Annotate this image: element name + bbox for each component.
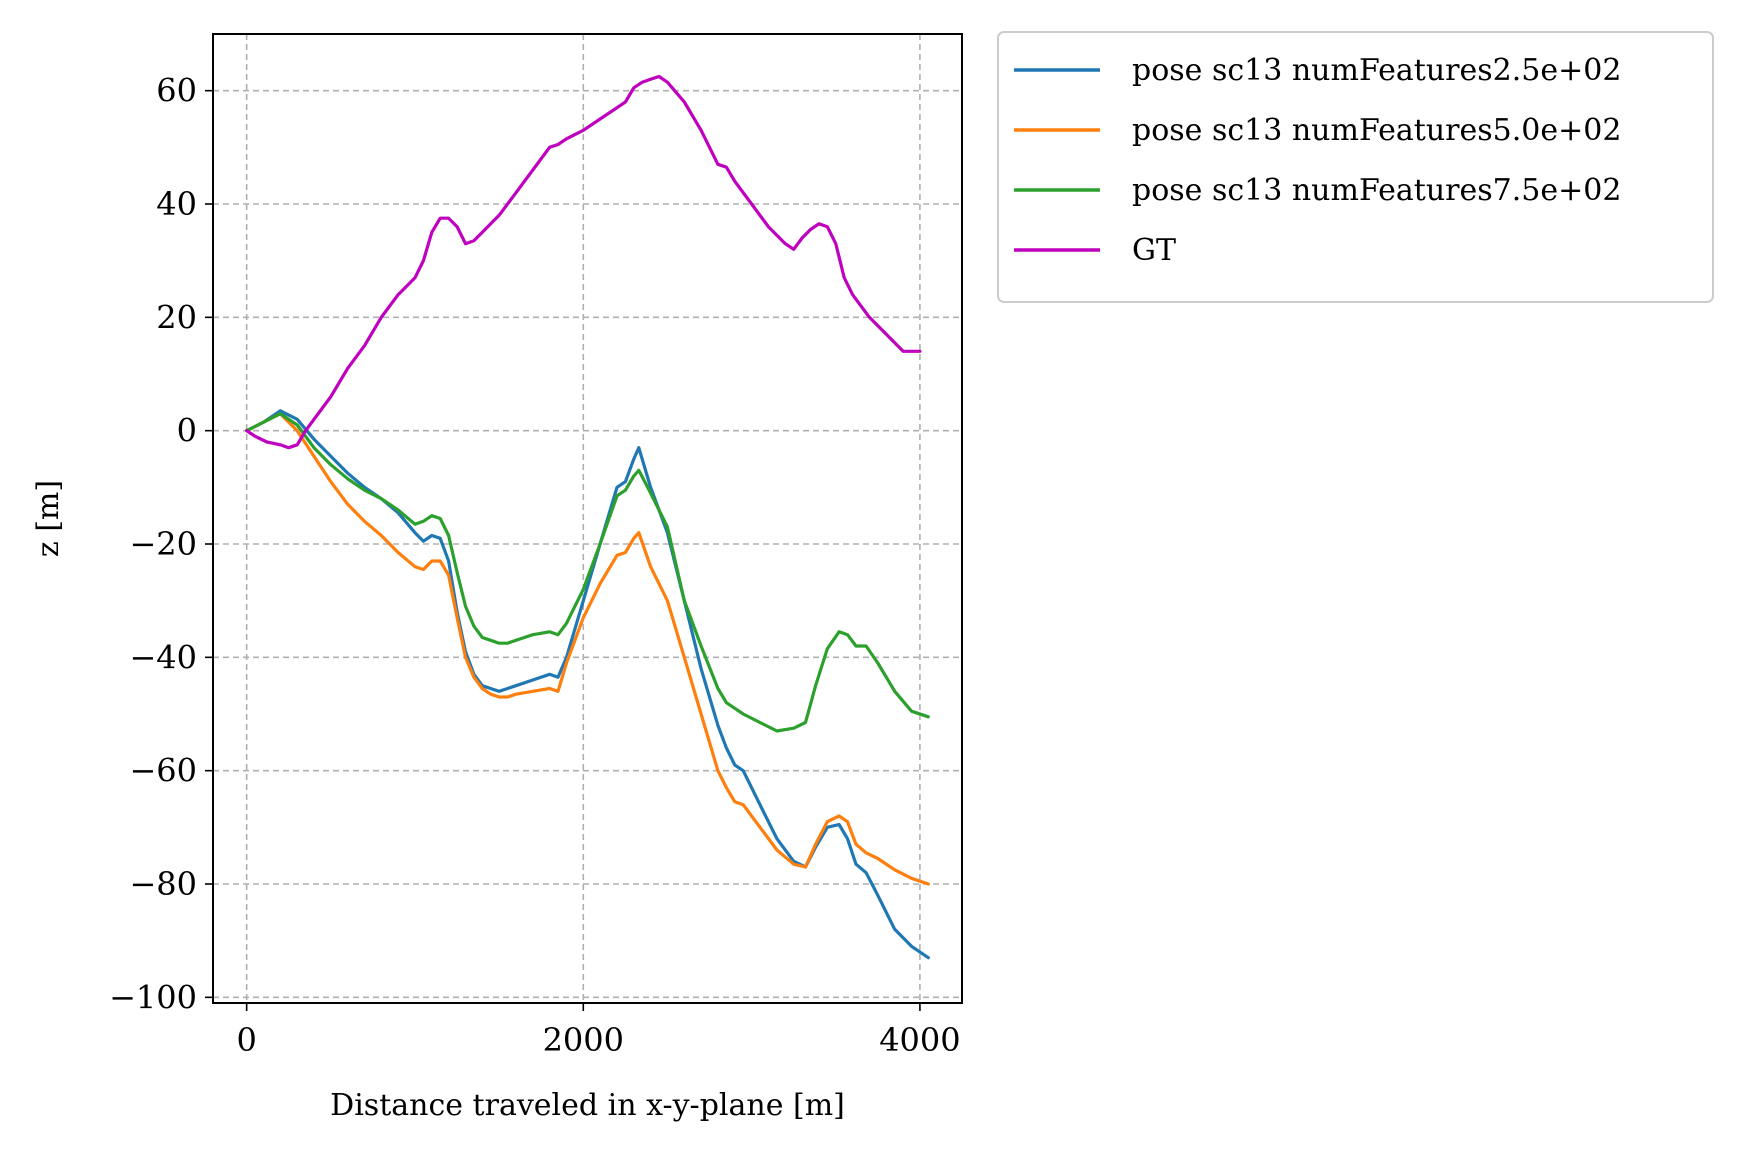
x-axis-label: Distance traveled in x-y-plane [m] — [330, 1088, 845, 1123]
series-line-4 — [245, 74, 922, 450]
y-tick-label: −60 — [129, 752, 197, 790]
y-tick-label: −40 — [129, 638, 197, 676]
y-tick-label: −100 — [109, 978, 197, 1016]
y-tick-label: 40 — [156, 185, 197, 223]
y-tick-label: −80 — [129, 865, 197, 903]
plot-frame — [212, 33, 963, 1004]
x-tick-label: 0 — [236, 1021, 256, 1059]
x-tick-label: 4000 — [879, 1021, 960, 1059]
y-tick-label: −20 — [129, 525, 197, 563]
grid — [213, 34, 962, 1003]
y-tick-label: 20 — [156, 298, 197, 336]
legend: pose sc13 numFeatures2.5e+02 pose sc13 nu… — [997, 31, 1714, 303]
axis-ticks: 0 2000 4000 −100 −80 −60 −40 −20 0 20 40 60 — [109, 72, 961, 1059]
legend-box — [997, 31, 1714, 303]
legend-entry-1: pose sc13 numFeatures2.5e+02 — [1132, 53, 1621, 88]
series-line-3 — [245, 412, 930, 733]
y-tick-label: 0 — [177, 412, 197, 450]
series-line-2 — [245, 412, 930, 886]
legend-entry-4: GT — [1132, 233, 1176, 268]
legend-entry-3: pose sc13 numFeatures7.5e+02 — [1132, 173, 1621, 208]
series-lines — [245, 74, 930, 960]
legend-entry-2: pose sc13 numFeatures5.0e+02 — [1132, 113, 1621, 148]
y-tick-label: 60 — [156, 72, 197, 110]
x-tick-label: 2000 — [543, 1021, 624, 1059]
y-axis-label: z [m] — [31, 480, 66, 557]
